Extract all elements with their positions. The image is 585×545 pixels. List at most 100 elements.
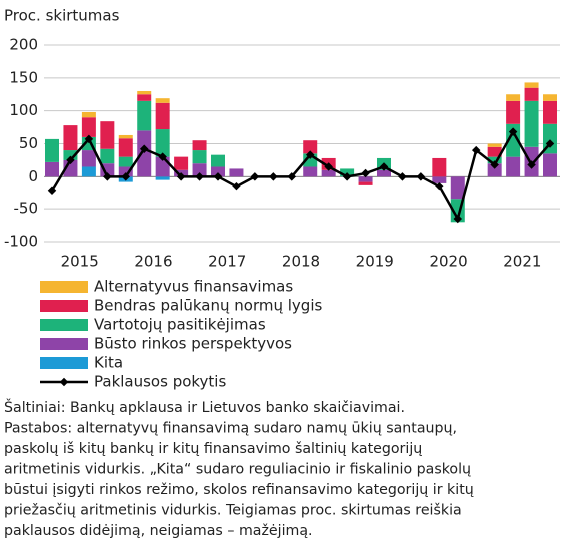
line-marker (66, 155, 75, 165)
line-marker (361, 168, 370, 178)
bar-segment (137, 100, 152, 131)
bar-segment (506, 100, 521, 124)
bar-segment (174, 156, 189, 170)
y-tick-label: 0 (28, 167, 38, 185)
bar-segment (358, 181, 373, 185)
bar-segment (524, 87, 539, 101)
bar-segment (155, 129, 170, 157)
line-marker (490, 160, 499, 169)
bar-segment (303, 166, 318, 177)
note-line: aritmetinis vidurkis. „Kita“ sudaro regu… (4, 462, 471, 478)
bar-segment (63, 125, 78, 151)
legend-swatch (40, 338, 88, 350)
line-marker (158, 152, 167, 161)
x-tick-label: 2020 (429, 253, 467, 271)
note-line: Šaltiniai: Bankų apklausa ir Lietuvos ba… (4, 398, 405, 416)
line-marker (416, 172, 426, 181)
x-tick-label: 2016 (134, 253, 172, 271)
y-tick-label: 50 (19, 134, 38, 152)
line-marker (435, 181, 444, 191)
bar-segment (321, 169, 336, 177)
bar-segment (118, 156, 133, 167)
note-line: paklausos didėjimą, neigiamas – mažėjimą… (4, 523, 313, 539)
legend-swatch (40, 281, 88, 293)
bar-segment (487, 146, 502, 157)
line-marker (269, 172, 278, 181)
bar-segment (137, 130, 152, 177)
legend-swatch (40, 319, 88, 331)
bar-segment (543, 153, 557, 177)
note-line: paskolų iš kitų bankų ir kitų finansavim… (4, 441, 422, 457)
bar-segment (506, 94, 521, 101)
line-marker (508, 127, 518, 136)
bar-segment (192, 150, 207, 164)
line-marker (213, 172, 223, 181)
bar-segment (118, 134, 133, 139)
line-marker (195, 172, 204, 181)
note-line: Pastabos: alternatyvų finansavimą sudaro… (4, 421, 457, 437)
x-tick-label: 2018 (282, 253, 320, 271)
line-marker (250, 172, 260, 181)
bar-segment (432, 157, 447, 177)
bar-segment (211, 154, 225, 167)
bar-segment (45, 138, 59, 162)
bar-segment (524, 82, 539, 88)
bar-segment (192, 140, 207, 151)
line-marker (232, 181, 241, 191)
legend-label: Kita (94, 354, 123, 372)
legend-marker (59, 377, 69, 387)
bar-segment (524, 100, 539, 147)
x-tick-label: 2021 (503, 253, 541, 271)
bar-segment (211, 166, 225, 177)
legend-swatch (40, 300, 88, 312)
bar-segment (543, 100, 557, 124)
bar-segment (155, 98, 170, 103)
y-tick-label: 150 (9, 68, 38, 86)
line-marker (398, 172, 407, 181)
bar-segment (100, 121, 115, 149)
line-marker (47, 186, 57, 196)
bar-segment (450, 176, 465, 200)
line-marker (103, 172, 112, 181)
legend-label: Paklausos pokytis (94, 373, 226, 391)
legend-swatch (40, 357, 88, 369)
bar-segment (432, 176, 447, 183)
bar-segment (45, 161, 59, 177)
bar-segment (377, 169, 391, 177)
bar-segment (81, 150, 96, 167)
bar-segment (137, 90, 152, 95)
bar-segment (303, 140, 318, 154)
bar-segment (487, 143, 502, 147)
y-axis-label: Proc. skirtumas (4, 7, 120, 25)
bar-segment (506, 156, 521, 177)
legend-label: Būsto rinkos perspektyvos (94, 335, 292, 353)
bar-segment (81, 117, 96, 137)
line-marker (287, 172, 297, 181)
line-marker (139, 144, 149, 153)
bar-segment (487, 163, 502, 177)
x-tick-label: 2017 (208, 253, 246, 271)
line-marker (305, 150, 315, 159)
bar-segment (155, 102, 170, 130)
legend-label: Alternatyvus finansavimas (94, 278, 293, 296)
bar-segment (118, 166, 133, 177)
legend-label: Vartotojų pasitikėjimas (94, 316, 266, 334)
y-tick-label: -100 (4, 233, 38, 251)
bar-segment (81, 166, 96, 177)
y-tick-label: 100 (9, 101, 38, 119)
bar-segment (137, 94, 152, 101)
line-marker (471, 145, 481, 155)
line-marker (453, 214, 463, 224)
bar-segment (63, 150, 78, 160)
bar-segment (358, 176, 373, 182)
legend-label: Bendras palūkanų normų lygis (94, 297, 322, 315)
y-tick-label: 200 (9, 36, 38, 54)
bar-segment (100, 148, 115, 164)
bar-segment (487, 156, 502, 164)
bar-segment (81, 111, 96, 118)
bar-segment (543, 94, 557, 101)
bar-segment (229, 168, 244, 177)
bar-segment (192, 163, 207, 177)
line-marker (84, 134, 94, 144)
line-marker (176, 172, 186, 181)
